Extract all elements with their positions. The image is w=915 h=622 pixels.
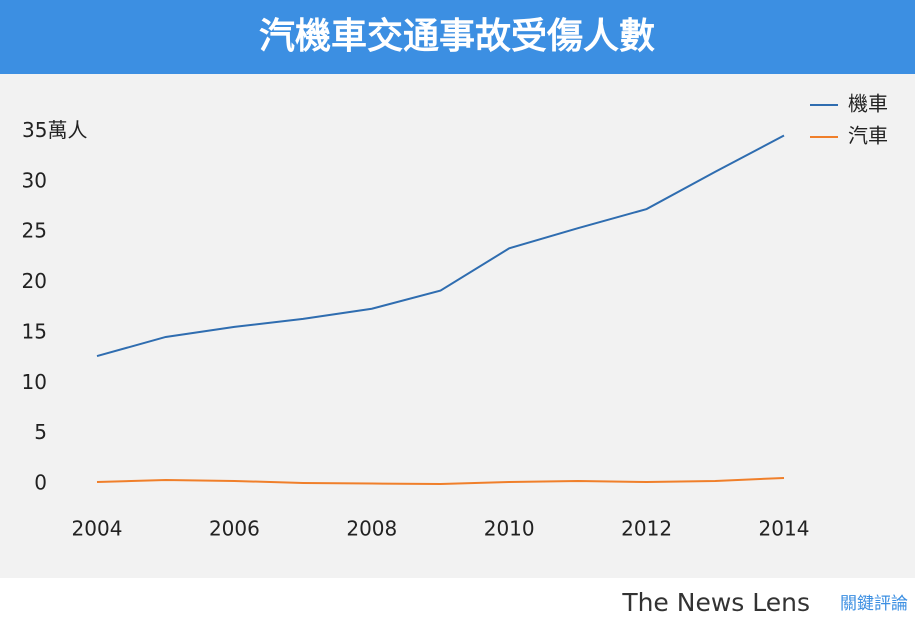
- chart-title: 汽機車交通事故受傷人數: [259, 15, 655, 57]
- y-tick-label: 10: [22, 370, 47, 394]
- series-line: [96, 134, 785, 358]
- y-tick-label: 20: [22, 269, 47, 293]
- x-tick-label: 2010: [484, 517, 535, 541]
- y-tick-label: 35萬人: [22, 118, 87, 142]
- x-tick-label: 2006: [209, 517, 260, 541]
- title-bar: [0, 0, 915, 74]
- x-tick-label: 2014: [759, 517, 810, 541]
- x-tick-label: 2012: [621, 517, 672, 541]
- credit: The News Lens: [621, 588, 810, 617]
- y-tick-label: 0: [34, 471, 47, 495]
- credit-local: 關鍵評論: [840, 594, 908, 614]
- y-tick-label: 5: [34, 420, 47, 444]
- x-tick-label: 2004: [72, 517, 123, 541]
- y-tick-label: 25: [22, 219, 47, 243]
- legend-label: 機車: [848, 92, 888, 116]
- y-tick-label: 15: [22, 319, 47, 343]
- y-tick-label: 30: [22, 168, 47, 192]
- legend-label: 汽車: [848, 124, 888, 148]
- plot-background: [0, 74, 915, 578]
- x-tick-label: 2008: [346, 517, 397, 541]
- series-line: [96, 476, 785, 486]
